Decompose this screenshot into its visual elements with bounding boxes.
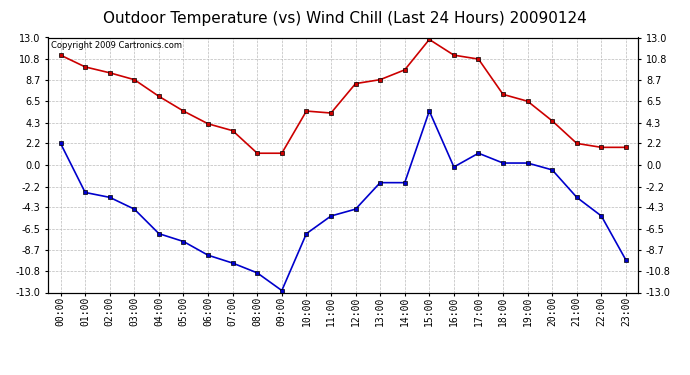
Text: Outdoor Temperature (vs) Wind Chill (Last 24 Hours) 20090124: Outdoor Temperature (vs) Wind Chill (Las… — [103, 11, 587, 26]
Text: Copyright 2009 Cartronics.com: Copyright 2009 Cartronics.com — [51, 41, 182, 50]
